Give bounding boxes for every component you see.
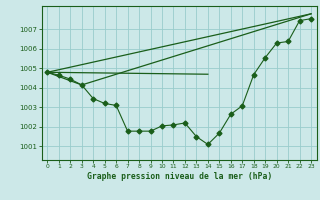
X-axis label: Graphe pression niveau de la mer (hPa): Graphe pression niveau de la mer (hPa): [87, 172, 272, 181]
